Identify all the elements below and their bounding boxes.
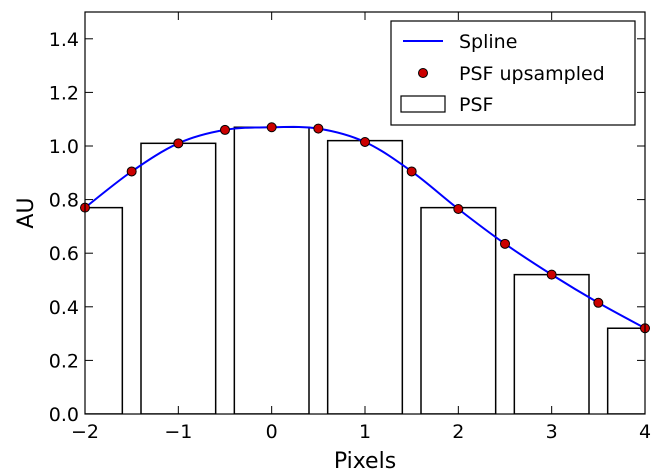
legend-point-swatch [418,68,428,78]
legend-label: PSF [459,94,493,116]
y-tick-label: 0.6 [49,243,79,265]
y-axis-ticks: 0.0 0.2 0.4 0.6 0.8 1.0 1.2 1.4 [49,29,645,426]
upsampled-point [406,166,417,177]
psf-bar [326,139,404,414]
x-tick-label: 1 [359,421,371,443]
x-tick-label: 4 [639,421,651,443]
x-tick-label: 2 [452,421,464,443]
legend: Spline PSF upsampled PSF [390,20,636,126]
x-axis-ticks: −2 −1 0 1 2 3 4 [71,12,651,443]
x-axis-label: Pixels [334,449,396,473]
y-tick-label: 0.0 [49,404,79,426]
y-tick-label: 0.8 [49,190,79,212]
y-tick-label: 0.2 [49,350,79,372]
y-axis-label: AU [14,197,39,228]
psf-bar [233,126,310,414]
x-tick-label: −1 [164,421,192,443]
x-tick-label: 3 [546,421,558,443]
y-tick-label: 1.4 [49,29,79,51]
psf-bar [140,142,217,414]
legend-bar-swatch [400,95,446,113]
upsampled-point [453,203,464,214]
upsampled-point [313,123,324,134]
y-tick-label: 0.4 [49,297,79,319]
psf-bar [85,206,124,414]
upsampled-point [173,138,184,149]
psf-bar [606,327,645,414]
upsampled-point [266,122,277,133]
upsampled-point [126,166,137,177]
legend-label: Spline [459,31,517,53]
upsampled-point [220,124,230,135]
legend-label: PSF upsampled [459,63,605,85]
psf-bar [513,273,590,414]
upsampled-point [546,269,557,280]
psf-bar [420,206,497,414]
psf-bars [85,126,645,414]
upsampled-point [593,297,604,308]
x-tick-label: −2 [71,421,99,443]
x-tick-label: 0 [266,421,278,443]
upsampled-point [500,238,510,249]
upsampled-point [360,136,370,147]
upsampled-points [80,122,650,334]
y-tick-label: 1.0 [49,136,79,158]
y-tick-label: 1.2 [49,82,79,104]
